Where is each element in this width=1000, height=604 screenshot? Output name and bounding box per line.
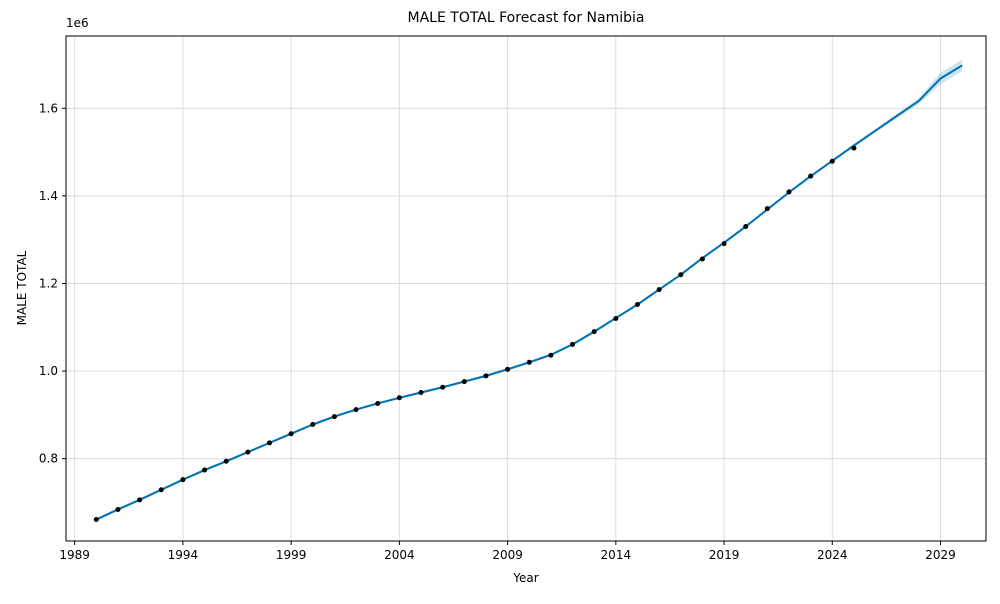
observed-data-point [786,189,792,195]
observed-data-point [483,373,489,379]
observed-data-point [764,206,770,212]
x-tick-label: 1999 [276,548,307,562]
observed-data-point [223,458,229,464]
y-tick-label: 1.4 [39,189,58,203]
observed-data-point [721,241,727,247]
observed-data-point [310,422,316,427]
observed-data-point [505,366,511,372]
y-axis-label: MALE TOTAL [15,250,29,325]
x-tick-label: 1994 [168,548,199,562]
observed-data-point [743,224,749,230]
chart-title: MALE TOTAL Forecast for Namibia [408,10,645,26]
observed-data-point [808,173,814,179]
observed-data-point [353,407,359,413]
x-axis-ticks: 1989 1994 1999 2004 2009 2014 2019 2024 2029 [59,541,956,562]
y-axis-offset-label: 1e6 [66,16,89,30]
x-tick-label: 2019 [709,548,740,562]
observed-points-layer [93,145,857,523]
y-tick-label: 1.0 [39,364,58,378]
observed-data-point [548,352,554,358]
observed-data-point [851,145,857,151]
observed-data-point [570,341,576,347]
observed-data-point [245,449,251,455]
observed-data-point [591,329,597,335]
observed-data-point [396,395,402,401]
x-tick-label: 2014 [601,548,632,562]
observed-data-point [202,467,208,473]
x-axis-label: Year [512,571,538,585]
y-tick-label: 1.6 [39,101,58,115]
observed-data-point [634,301,640,307]
observed-data-point [331,414,337,420]
observed-data-point [266,440,272,446]
x-tick-label: 1989 [59,548,90,562]
observed-data-point [829,158,835,164]
observed-data-point [93,517,99,523]
observed-data-point [418,390,424,396]
x-tick-label: 2029 [925,548,956,562]
x-tick-label: 2009 [492,548,523,562]
grid-layer [66,36,986,541]
observed-data-point [678,272,684,278]
observed-data-point [526,359,532,365]
x-tick-label: 2004 [384,548,415,562]
observed-data-point [461,379,467,385]
observed-data-point [440,384,446,390]
y-tick-label: 0.8 [39,452,58,466]
y-axis-ticks: 0.8 1.0 1.2 1.4 1.6 [39,101,66,466]
x-tick-label: 2024 [817,548,848,562]
observed-data-point [180,477,186,483]
observed-data-point [158,487,164,493]
observed-data-point [699,256,705,262]
observed-data-point [137,497,143,503]
observed-data-point [613,316,619,321]
observed-data-point [288,431,294,437]
observed-data-point [115,506,121,512]
observed-data-point [656,287,662,293]
plot-area-frame [65,35,987,542]
observed-data-point [375,400,381,406]
y-tick-label: 1.2 [39,276,58,290]
